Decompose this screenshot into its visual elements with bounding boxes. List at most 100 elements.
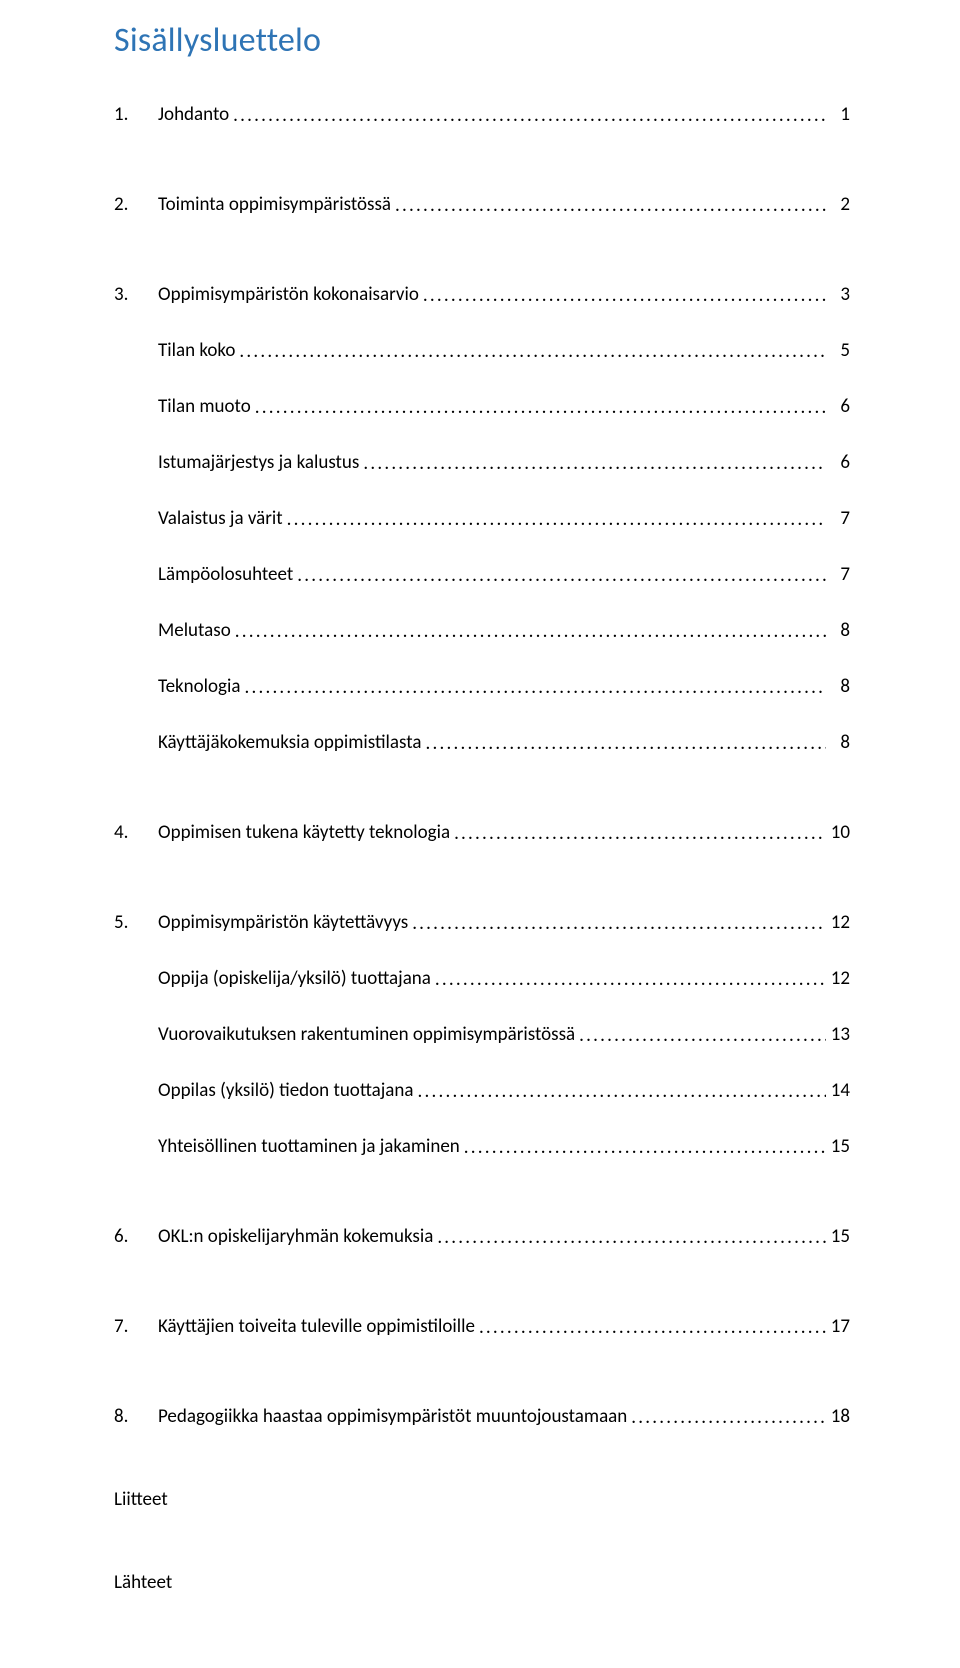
toc-entry-page: 17: [826, 1315, 850, 1338]
toc-entry-page: 14: [826, 1079, 850, 1102]
toc-entry[interactable]: Istumajärjestys ja kalustus 6: [114, 451, 850, 474]
toc-entry-number: 3.: [114, 283, 158, 306]
toc-entry[interactable]: Teknologia 8: [114, 675, 850, 698]
toc-entry-label: Vuorovaikutuksen rakentuminen oppimisymp…: [158, 1023, 575, 1046]
toc-entry[interactable]: Käyttäjäkokemuksia oppimistilasta 8: [114, 731, 850, 754]
toc-dot-leader: [359, 452, 826, 475]
appendix-item: Liitteet: [114, 1488, 850, 1511]
toc-group-gap: [114, 249, 850, 279]
toc-dot-leader: [231, 620, 826, 643]
toc-entry[interactable]: 4.Oppimisen tukena käytetty teknologia 10: [114, 821, 850, 844]
toc-dot-leader: [408, 912, 826, 935]
toc-entry-page: 2: [826, 193, 850, 216]
appendix-list: Liitteet Lähteet: [114, 1488, 850, 1594]
toc-dot-leader: [235, 340, 826, 363]
toc-entry[interactable]: 8.Pedagogiikka haastaa oppimisympäristöt…: [114, 1405, 850, 1428]
toc-group-gap: [114, 1281, 850, 1311]
toc-entry[interactable]: 5.Oppimisympäristön käytettävyys 12: [114, 911, 850, 934]
toc-dot-leader: [433, 1226, 826, 1249]
toc-entry[interactable]: Yhteisöllinen tuottaminen ja jakaminen 15: [114, 1135, 850, 1158]
toc-entry[interactable]: Melutaso 8: [114, 619, 850, 642]
toc-entry-page: 5: [826, 339, 850, 362]
toc-entry-label: Käyttäjäkokemuksia oppimistilasta: [158, 731, 421, 754]
toc-entry-page: 8: [826, 731, 850, 754]
toc-entry-number: 4.: [114, 821, 158, 844]
toc-entry[interactable]: 6.OKL:n opiskelijaryhmän kokemuksia 15: [114, 1225, 850, 1248]
toc-dot-leader: [419, 284, 826, 307]
toc-entry-page: 6: [826, 451, 850, 474]
toc-group-gap: [114, 1371, 850, 1401]
toc-entry[interactable]: Valaistus ja värit 7: [114, 507, 850, 530]
toc-entry-label: Oppija (opiskelija/yksilö) tuottajana: [158, 967, 431, 990]
appendix-item: Lähteet: [114, 1571, 850, 1594]
toc-entry-page: 8: [826, 675, 850, 698]
toc-entry-label: OKL:n opiskelijaryhmän kokemuksia: [158, 1225, 433, 1248]
toc-entry-label: Melutaso: [158, 619, 231, 642]
toc-entry[interactable]: 2.Toiminta oppimisympäristössä 2: [114, 193, 850, 216]
toc-entry-label: Istumajärjestys ja kalustus: [158, 451, 359, 474]
toc-entry-number: 2.: [114, 193, 158, 216]
toc-dot-leader: [293, 564, 826, 587]
toc-dot-leader: [575, 1024, 826, 1047]
toc-entry[interactable]: Vuorovaikutuksen rakentuminen oppimisymp…: [114, 1023, 850, 1046]
toc-entry-page: 8: [826, 619, 850, 642]
toc-entry-label: Johdanto: [158, 103, 229, 126]
toc-entry-label: Tilan muoto: [158, 395, 251, 418]
toc-entry-label: Oppimisympäristön kokonaisarvio: [158, 283, 419, 306]
toc-entry-page: 18: [826, 1405, 850, 1428]
toc-group-gap: [114, 159, 850, 189]
toc-entry-page: 7: [826, 507, 850, 530]
toc-dot-leader: [450, 822, 826, 845]
toc-entry-page: 7: [826, 563, 850, 586]
toc-entry-label: Lämpöolosuhteet: [158, 563, 293, 586]
toc-entry-label: Teknologia: [158, 675, 240, 698]
toc-entry-label: Tilan koko: [158, 339, 235, 362]
toc-entry-page: 15: [826, 1135, 850, 1158]
toc-entry[interactable]: Lämpöolosuhteet 7: [114, 563, 850, 586]
toc-entry-number: 7.: [114, 1315, 158, 1338]
toc-entry-label: Valaistus ja värit: [158, 507, 283, 530]
toc-entry[interactable]: Tilan koko 5: [114, 339, 850, 362]
toc-entry-page: 15: [826, 1225, 850, 1248]
toc-entry-number: 1.: [114, 103, 158, 126]
toc-entry-number: 6.: [114, 1225, 158, 1248]
toc-dot-leader: [240, 676, 826, 699]
toc-entry-page: 12: [826, 911, 850, 934]
toc-dot-leader: [251, 396, 826, 419]
toc-entry[interactable]: 1.Johdanto 1: [114, 103, 850, 126]
toc-entry-label: Oppimisen tukena käytetty teknologia: [158, 821, 450, 844]
toc-entry-label: Käyttäjien toiveita tuleville oppimistil…: [158, 1315, 475, 1338]
toc-entry[interactable]: Oppija (opiskelija/yksilö) tuottajana 12: [114, 967, 850, 990]
toc-group-gap: [114, 877, 850, 907]
toc-entry-page: 12: [826, 967, 850, 990]
toc-entry-label: Oppilas (yksilö) tiedon tuottajana: [158, 1079, 413, 1102]
toc-dot-leader: [413, 1080, 826, 1103]
toc-dot-leader: [431, 968, 826, 991]
toc-title: Sisällysluettelo: [114, 20, 850, 61]
toc-entry[interactable]: Oppilas (yksilö) tiedon tuottajana 14: [114, 1079, 850, 1102]
toc-list: 1.Johdanto 1 2.Toiminta oppimisympäristöss…: [114, 103, 850, 1428]
toc-dot-leader: [391, 194, 826, 217]
toc-dot-leader: [229, 104, 826, 127]
toc-dot-leader: [475, 1316, 826, 1339]
toc-entry-page: 6: [826, 395, 850, 418]
toc-page: Sisällysluettelo 1.Johdanto 1 2.Toiminta o…: [0, 0, 960, 1668]
toc-entry-label: Toiminta oppimisympäristössä: [158, 193, 391, 216]
toc-dot-leader: [421, 732, 826, 755]
toc-entry[interactable]: 3.Oppimisympäristön kokonaisarvio 3: [114, 283, 850, 306]
toc-entry-label: Oppimisympäristön käytettävyys: [158, 911, 408, 934]
toc-entry-page: 3: [826, 283, 850, 306]
toc-entry-number: 8.: [114, 1405, 158, 1428]
toc-entry-number: 5.: [114, 911, 158, 934]
toc-entry[interactable]: 7.Käyttäjien toiveita tuleville oppimist…: [114, 1315, 850, 1338]
toc-entry-page: 13: [826, 1023, 850, 1046]
toc-group-gap: [114, 787, 850, 817]
toc-entry[interactable]: Tilan muoto 6: [114, 395, 850, 418]
toc-entry-label: Pedagogiikka haastaa oppimisympäristöt m…: [158, 1405, 627, 1428]
toc-entry-page: 10: [826, 821, 850, 844]
toc-entry-page: 1: [826, 103, 850, 126]
toc-dot-leader: [460, 1136, 826, 1159]
toc-entry-label: Yhteisöllinen tuottaminen ja jakaminen: [158, 1135, 460, 1158]
toc-group-gap: [114, 1191, 850, 1221]
toc-dot-leader: [627, 1406, 826, 1429]
